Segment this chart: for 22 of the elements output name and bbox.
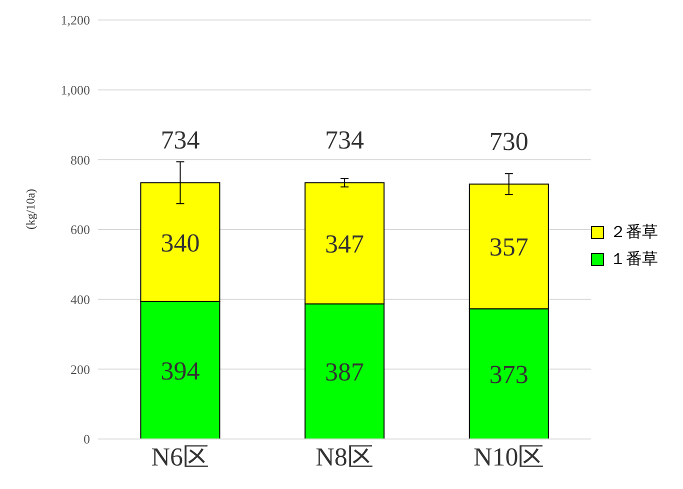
data-label: 357 xyxy=(489,232,528,262)
y-tick-label: 800 xyxy=(70,152,90,168)
total-label: 734 xyxy=(325,126,364,155)
x-tick-label: N10区 xyxy=(473,442,544,472)
data-label: 347 xyxy=(325,230,364,259)
y-axis-title: (kg/10a) xyxy=(23,188,38,230)
x-tick-label: N6区 xyxy=(151,442,210,472)
data-label: 340 xyxy=(160,228,200,258)
y-tick-label: 1,200 xyxy=(60,12,90,28)
data-label: 373 xyxy=(489,360,528,390)
y-tick-label: 1,000 xyxy=(60,82,90,98)
x-tick-label: N8区 xyxy=(316,442,374,472)
data-label: 387 xyxy=(325,358,364,387)
total-label: 734 xyxy=(160,126,200,155)
legend-label: ２番草 xyxy=(610,222,658,242)
y-tick-label: 600 xyxy=(70,222,90,238)
data-label: 394 xyxy=(160,356,200,386)
y-tick-label: 200 xyxy=(70,362,90,377)
legend-label: １番草 xyxy=(610,248,658,270)
y-tick-label: 0 xyxy=(84,432,90,447)
total-label: 730 xyxy=(489,127,528,156)
y-tick-label: 400 xyxy=(70,292,90,307)
